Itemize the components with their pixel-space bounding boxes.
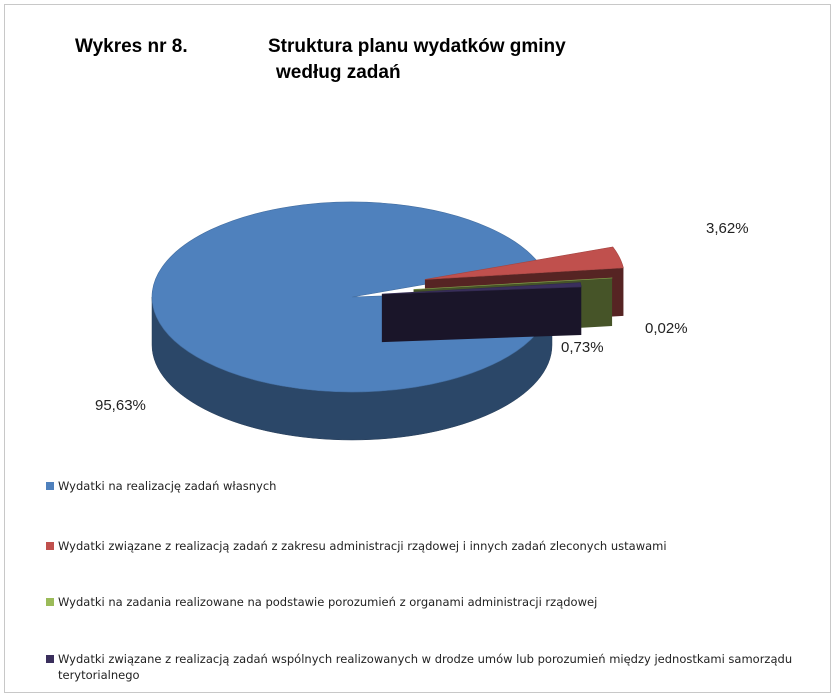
legend-label: Wydatki związane z realizacją zadań z za… <box>58 539 667 553</box>
data-label: 0,02% <box>645 320 688 337</box>
legend-label: Wydatki na zadania realizowane na podsta… <box>58 595 598 609</box>
legend-swatch <box>46 542 54 550</box>
legend: Wydatki na realizację zadań własnych Wyda… <box>46 478 826 683</box>
data-label: 0,73% <box>561 339 604 356</box>
slice-edge <box>381 286 582 343</box>
legend-item: Wydatki na realizację zadań własnych <box>46 478 826 494</box>
chart-subtitle: Struktura planu wydatków gminy <box>268 36 566 57</box>
legend-item: Wydatki związane z realizacją zadań z za… <box>46 538 826 554</box>
slice <box>151 201 553 393</box>
legend-item: Wydatki związane z realizacją zadań wspó… <box>46 651 826 683</box>
legend-label: Wydatki związane z realizacją zadań wspó… <box>58 652 793 682</box>
data-label: 3,62% <box>706 220 749 237</box>
chart-subtitle: według zadań <box>275 62 401 83</box>
legend-swatch <box>46 482 54 490</box>
data-label: 95,63% <box>95 397 146 414</box>
chart-title: Wykres nr 8. <box>75 36 188 57</box>
slice <box>381 282 582 295</box>
legend-label: Wydatki na realizację zadań własnych <box>58 479 277 493</box>
legend-item: Wydatki na zadania realizowane na podsta… <box>46 594 826 610</box>
slice <box>424 246 624 280</box>
legend-swatch <box>46 598 54 606</box>
legend-swatch <box>46 655 54 663</box>
chart-frame <box>4 4 831 693</box>
slice <box>413 277 613 290</box>
